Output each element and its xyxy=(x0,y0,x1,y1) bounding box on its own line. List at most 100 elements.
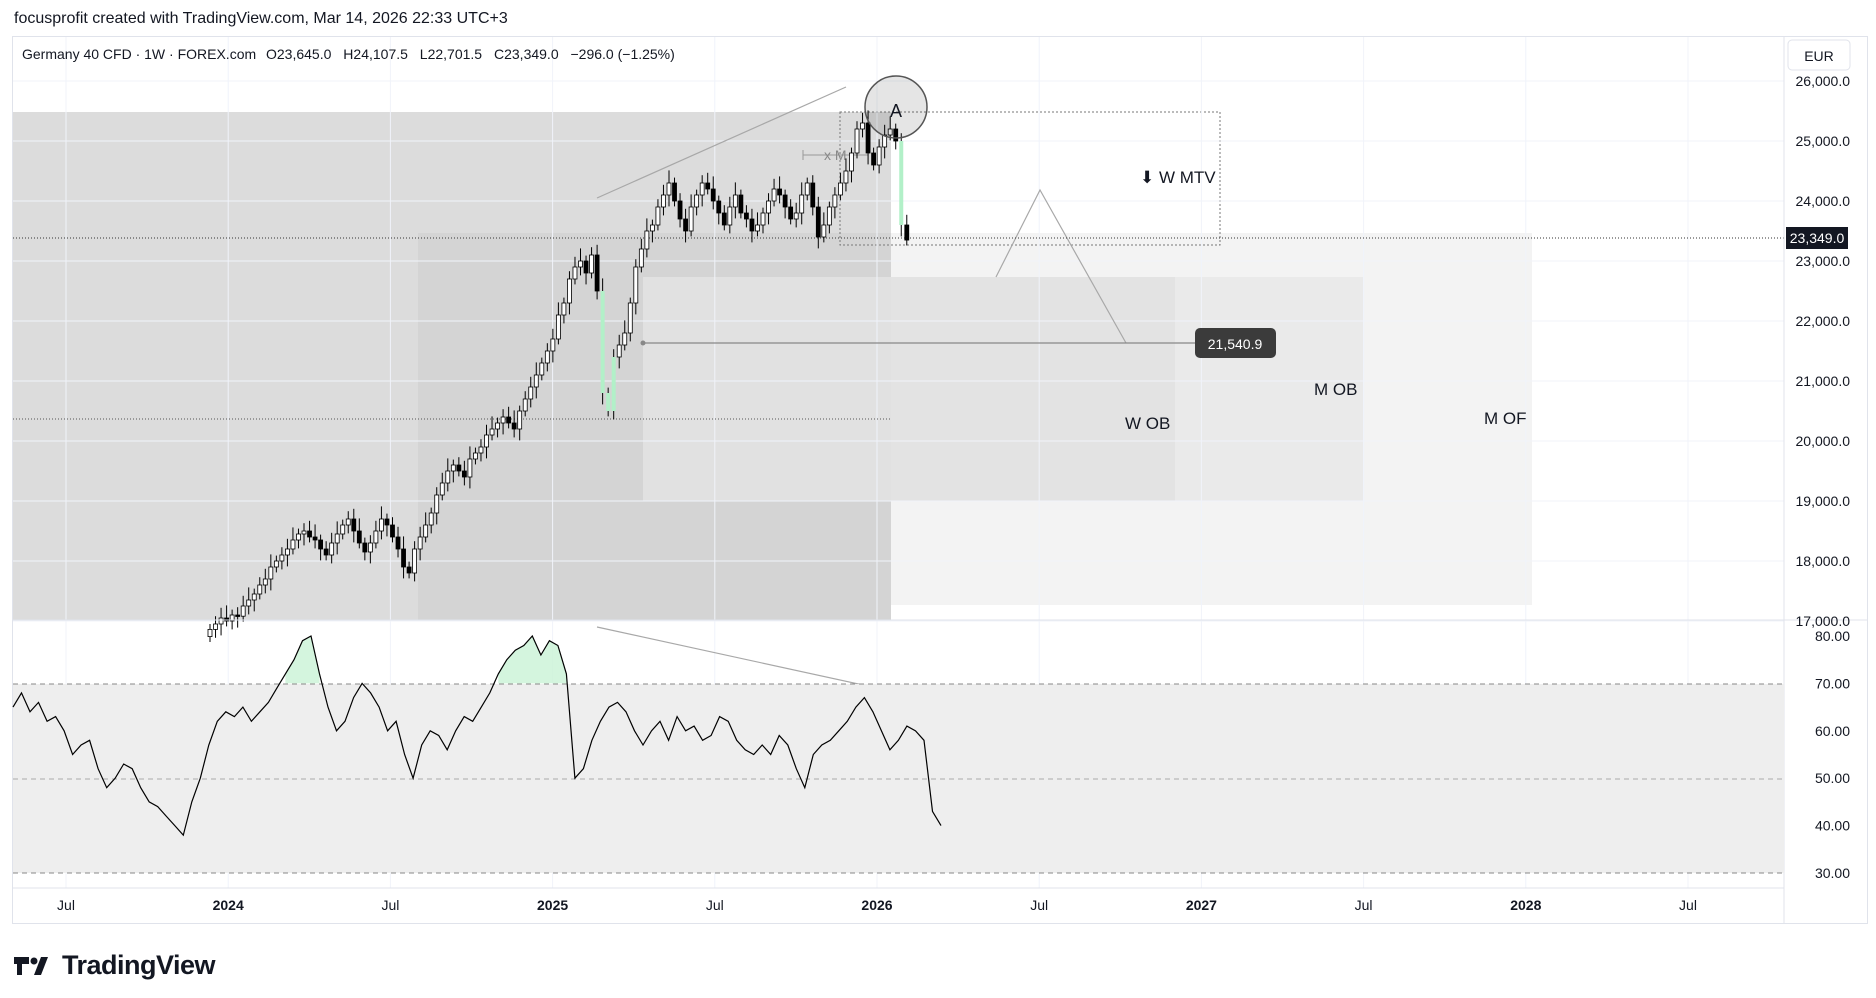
marker-a-circle xyxy=(864,75,928,139)
candle-body xyxy=(606,393,611,411)
currency-button[interactable]: EUR xyxy=(1787,39,1851,71)
rsi-tick-label: 40.00 xyxy=(1815,818,1850,834)
currency-button-bg xyxy=(1787,39,1851,71)
symbol-name: Germany 40 CFD · 1W · FOREX.com xyxy=(22,46,256,62)
change-value: −296.0 (−1.25%) xyxy=(571,46,675,62)
chart-frame xyxy=(12,36,1868,924)
candle-body xyxy=(478,446,484,454)
candle-body xyxy=(279,554,285,562)
candle-body xyxy=(854,128,860,154)
candle-body xyxy=(788,206,794,220)
candle-body xyxy=(555,314,561,340)
currency-button-label: EUR xyxy=(1804,48,1834,64)
price-tick-label: 26,000.0 xyxy=(1796,73,1851,89)
rsi-line xyxy=(12,634,942,837)
candle-body xyxy=(456,464,462,472)
candle-body xyxy=(760,212,766,226)
candle-body xyxy=(312,536,318,541)
candle-body xyxy=(815,206,821,238)
candle-body xyxy=(379,518,384,532)
rsi-axis[interactable]: 80.00 70.00 60.00 50.00 40.00 30.00 xyxy=(1815,628,1850,881)
rsi-tick-label: 70.00 xyxy=(1815,675,1850,691)
marker-a[interactable]: A xyxy=(864,75,928,139)
price-tick-label: 18,000.0 xyxy=(1796,553,1851,569)
candle-body xyxy=(528,386,534,400)
candle-body xyxy=(506,416,512,424)
candle-body xyxy=(716,200,722,214)
candle-body xyxy=(904,224,910,241)
candle-body xyxy=(450,464,456,472)
candle-body xyxy=(251,593,257,601)
candle-body xyxy=(373,530,379,544)
candle-body xyxy=(467,458,473,478)
target-price-tag[interactable]: 21,540.9 xyxy=(1195,328,1276,358)
candle-body xyxy=(213,623,218,630)
candle-body xyxy=(871,152,876,166)
candle-body xyxy=(362,542,368,553)
zone-w-ob xyxy=(643,277,1175,501)
candle-body xyxy=(821,224,827,238)
m-ob-label: M OB xyxy=(1314,380,1357,399)
w-ob-label: W OB xyxy=(1125,414,1170,433)
tradingview-brand-name: TradingView xyxy=(62,950,216,980)
candle-body xyxy=(412,548,418,574)
price-tick-label: 20,000.0 xyxy=(1796,433,1851,449)
candle-body xyxy=(755,224,760,232)
candle-body xyxy=(899,141,904,225)
candle-body xyxy=(738,194,744,214)
candle-body xyxy=(423,524,429,538)
candle-body xyxy=(434,494,440,514)
target-price-tag-text: 21,540.9 xyxy=(1208,336,1263,352)
candle-body xyxy=(860,122,865,130)
candle-body xyxy=(307,530,312,538)
candle-body xyxy=(650,224,655,232)
candle-body xyxy=(749,218,755,232)
w-mtv-label: ⬇ W MTV xyxy=(1140,168,1216,187)
candle-body xyxy=(390,524,395,538)
candle-body xyxy=(334,533,340,544)
rsi-tick-label: 80.00 xyxy=(1815,628,1850,644)
candle-body xyxy=(511,422,517,430)
low-value: 22,701.5 xyxy=(428,46,483,62)
candle-body xyxy=(240,605,246,617)
candle-body xyxy=(694,194,700,208)
candle-body xyxy=(832,194,838,208)
candle-body xyxy=(301,530,307,535)
candle-body xyxy=(732,194,738,208)
time-tick-label: Jul xyxy=(706,897,724,913)
tradingview-brand[interactable]: TradingView xyxy=(14,950,216,981)
candle-body xyxy=(561,302,567,316)
candle-body xyxy=(672,182,677,202)
price-tick-label: 25,000.0 xyxy=(1796,133,1851,149)
candle-body xyxy=(727,206,733,226)
candle-body xyxy=(622,332,628,346)
candle-body xyxy=(296,533,301,541)
candle-body xyxy=(323,548,329,556)
candle-body xyxy=(782,194,788,208)
candle-body xyxy=(539,362,545,376)
candle-body xyxy=(318,539,324,550)
time-tick-label: Jul xyxy=(1679,897,1697,913)
candle-body xyxy=(793,212,799,220)
symbol-legend[interactable]: Germany 40 CFD · 1W · FOREX.com O23,645.… xyxy=(22,46,675,62)
price-axis[interactable]: 26,000.0 25,000.0 24,000.0 23,000.0 22,000.0… xyxy=(1796,73,1851,629)
candle-body xyxy=(627,302,633,334)
candle-body xyxy=(893,128,899,142)
close-value: 23,349.0 xyxy=(504,46,559,62)
m-of-label: M OF xyxy=(1484,409,1527,428)
open-value: 23,645.0 xyxy=(277,46,332,62)
candle-body xyxy=(384,518,390,526)
candle-body xyxy=(401,548,406,568)
candle-body xyxy=(262,578,268,586)
rsi-overbought-fill xyxy=(498,636,567,684)
candle-body xyxy=(611,357,616,411)
candle-body xyxy=(705,182,711,190)
candle-body xyxy=(777,188,782,196)
rsi-tick-label: 50.00 xyxy=(1815,770,1850,786)
candle-body xyxy=(838,182,843,196)
candle-body xyxy=(428,512,434,526)
candle-body xyxy=(439,482,445,496)
upper-trendline xyxy=(596,86,847,199)
time-axis[interactable]: Jul 2024 Jul 2025 Jul 2026 Jul 2027 Jul 2028 Jul xyxy=(57,897,1697,913)
